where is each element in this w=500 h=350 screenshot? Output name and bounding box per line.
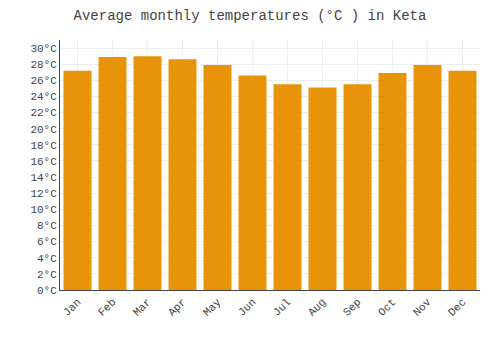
svg-text:Sep: Sep [341,296,363,318]
svg-text:14°C: 14°C [30,172,57,184]
svg-text:30°C: 30°C [30,43,57,55]
svg-text:Jul: Jul [271,296,293,318]
svg-text:Oct: Oct [376,296,398,318]
svg-text:Average monthly temperatures (: Average monthly temperatures (°C ) in Ke… [74,8,427,24]
svg-text:4°C: 4°C [37,253,57,265]
svg-text:8°C: 8°C [37,220,57,232]
svg-text:16°C: 16°C [30,156,57,168]
svg-text:18°C: 18°C [30,140,57,152]
svg-text:6°C: 6°C [37,236,57,248]
svg-text:Jan: Jan [61,296,83,318]
svg-text:Dec: Dec [446,296,468,318]
svg-text:20°C: 20°C [30,124,57,136]
svg-text:26°C: 26°C [30,75,57,87]
svg-text:May: May [201,296,224,319]
svg-text:Aug: Aug [306,296,328,318]
svg-text:12°C: 12°C [30,188,57,200]
svg-text:2°C: 2°C [37,269,57,281]
svg-text:Nov: Nov [411,296,434,319]
svg-text:Apr: Apr [166,296,188,318]
svg-text:0°C: 0°C [37,285,57,297]
svg-text:Mar: Mar [131,296,153,318]
svg-text:28°C: 28°C [30,59,57,71]
svg-text:22°C: 22°C [30,107,57,119]
svg-text:24°C: 24°C [30,91,57,103]
svg-text:10°C: 10°C [30,204,57,216]
svg-text:Feb: Feb [96,296,118,318]
svg-text:Jun: Jun [236,296,258,318]
